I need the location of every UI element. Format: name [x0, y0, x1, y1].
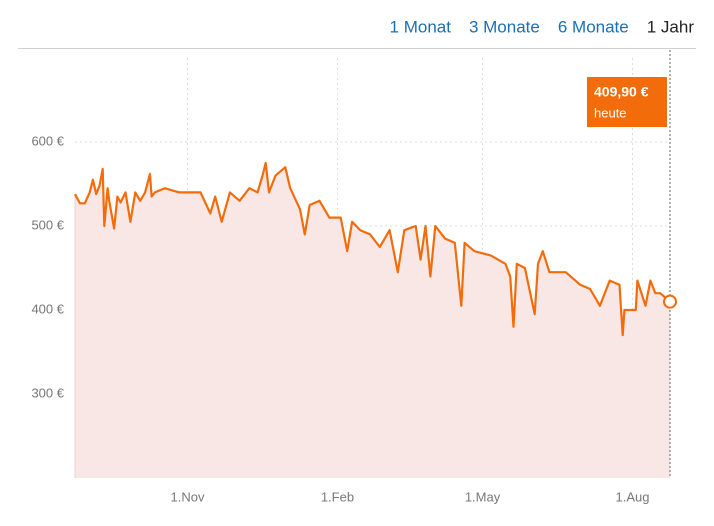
price-line	[74, 161, 671, 337]
y-tick-label: 600 €	[31, 133, 64, 148]
x-tick-label: 1.Feb	[321, 489, 354, 504]
range-tab[interactable]: 1 Monat	[390, 17, 452, 36]
range-tab[interactable]: 1 Jahr	[647, 17, 695, 36]
y-tick-label: 400 €	[31, 301, 64, 316]
current-badge	[587, 77, 667, 127]
range-tab[interactable]: 3 Monate	[469, 17, 540, 36]
x-tick-label: 1.May	[465, 489, 501, 504]
y-tick-label: 500 €	[31, 217, 64, 232]
current-point	[663, 294, 677, 309]
x-tick-label: 1.Nov	[170, 489, 204, 504]
x-tick-label: 1.Aug	[616, 489, 650, 504]
current-price: 409,90 €	[594, 84, 649, 100]
y-tick-label: 300 €	[31, 385, 64, 400]
range-tab[interactable]: 6 Monate	[558, 17, 629, 36]
area	[75, 163, 670, 478]
current-note: heute	[594, 105, 627, 120]
